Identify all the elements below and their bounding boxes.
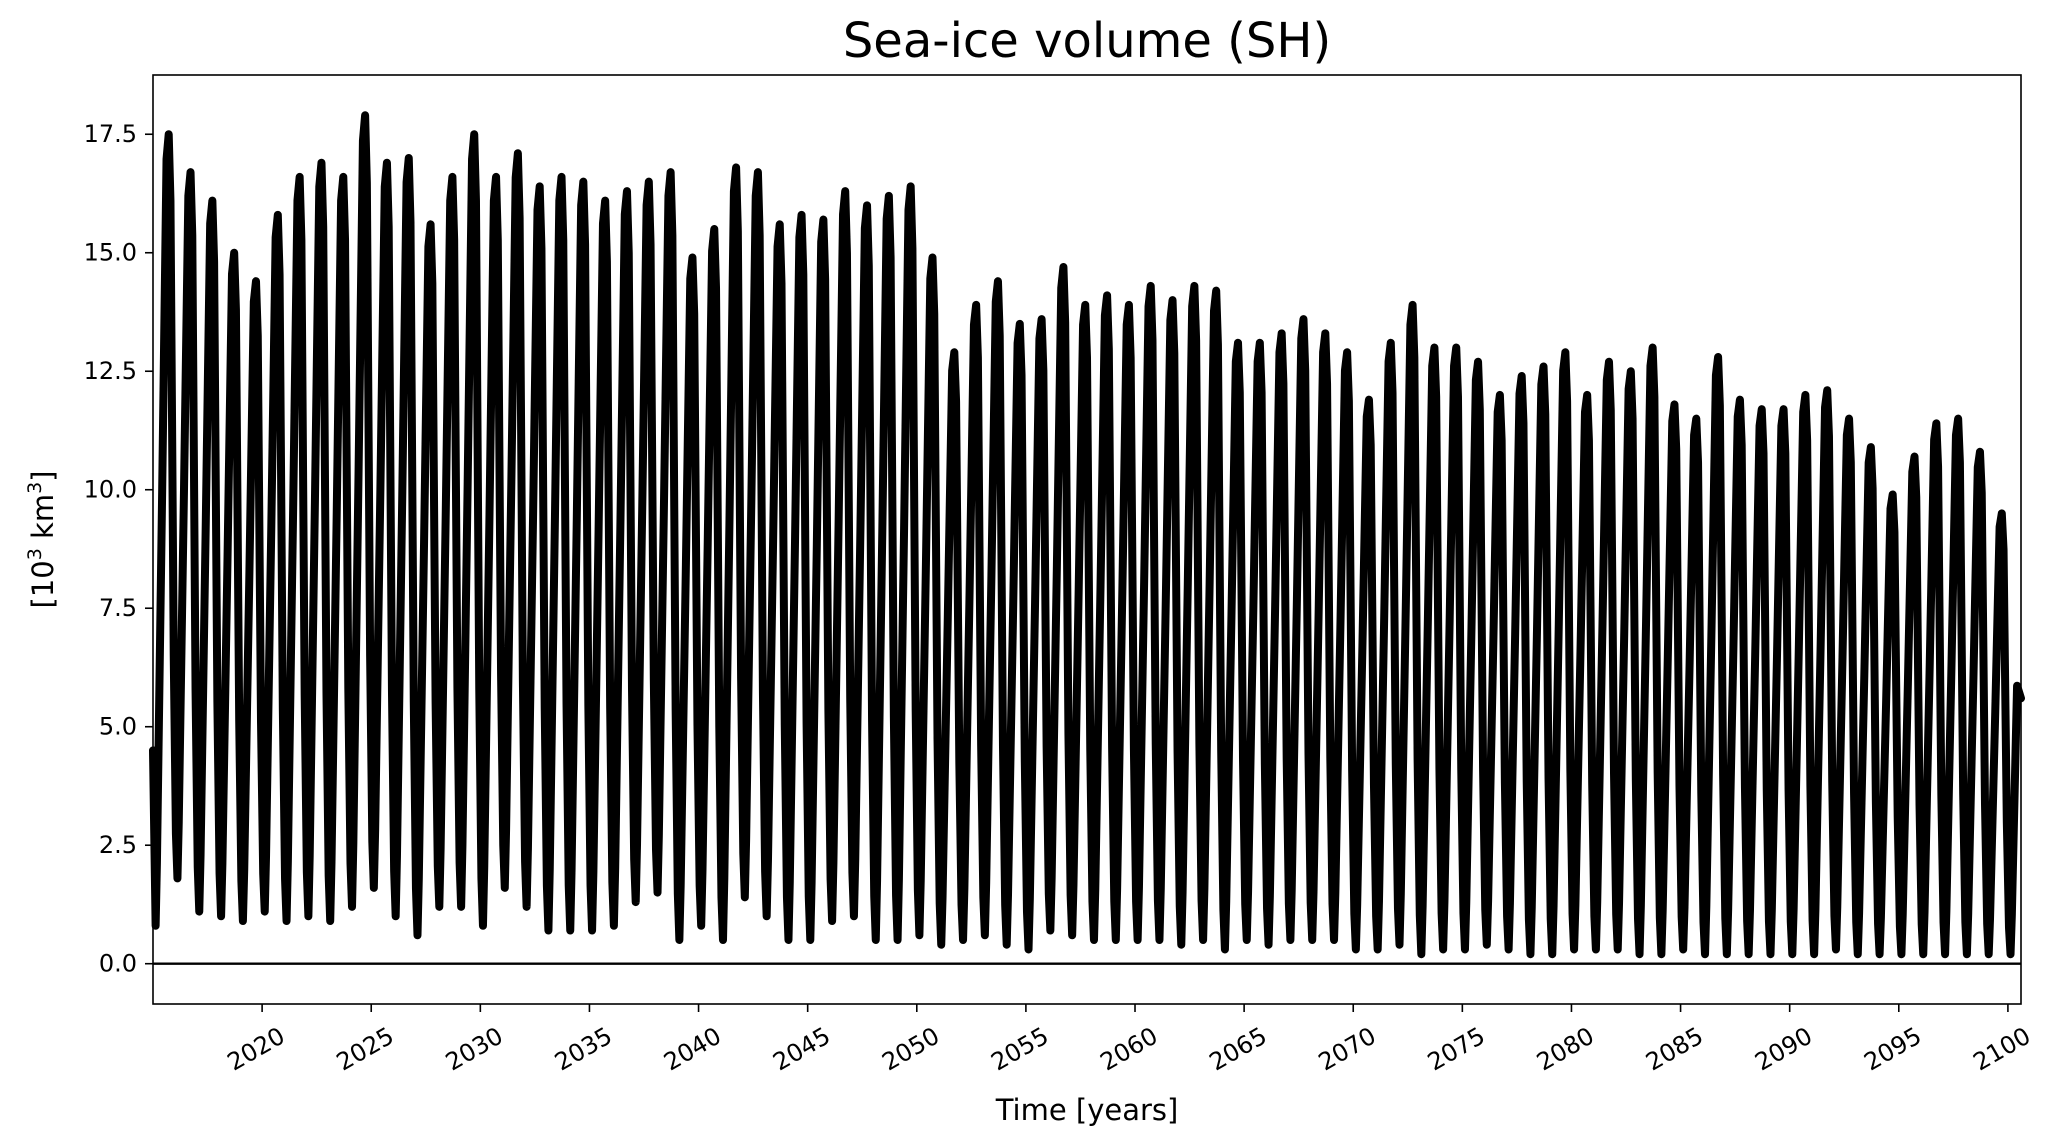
y-axis-title-exponent-2: 3: [24, 482, 46, 494]
plot-frame: [152, 74, 2022, 1005]
y-tick-label: 5.0: [99, 713, 137, 741]
y-tick-label: 15.0: [84, 239, 137, 267]
y-axis-title-end: ]: [26, 471, 60, 482]
y-axis-title-exponent-1: 3: [24, 548, 46, 560]
y-axis-title-base: [10: [26, 560, 60, 608]
y-tick-label: 10.0: [84, 476, 137, 504]
y-tick-label: 7.5: [99, 594, 137, 622]
y-tick-label: 0.0: [99, 950, 137, 978]
x-axis-title: Time [years]: [995, 1093, 1179, 1127]
y-axis-title-middle: km: [26, 494, 60, 548]
y-tick-label: 17.5: [84, 120, 137, 148]
y-tick-label: 12.5: [84, 357, 137, 385]
series-line: [149, 111, 2025, 959]
chart-title: Sea-ice volume (SH): [843, 13, 1331, 69]
y-axis-title: [103 km3]: [24, 471, 60, 609]
y-tick-label: 2.5: [99, 831, 137, 859]
